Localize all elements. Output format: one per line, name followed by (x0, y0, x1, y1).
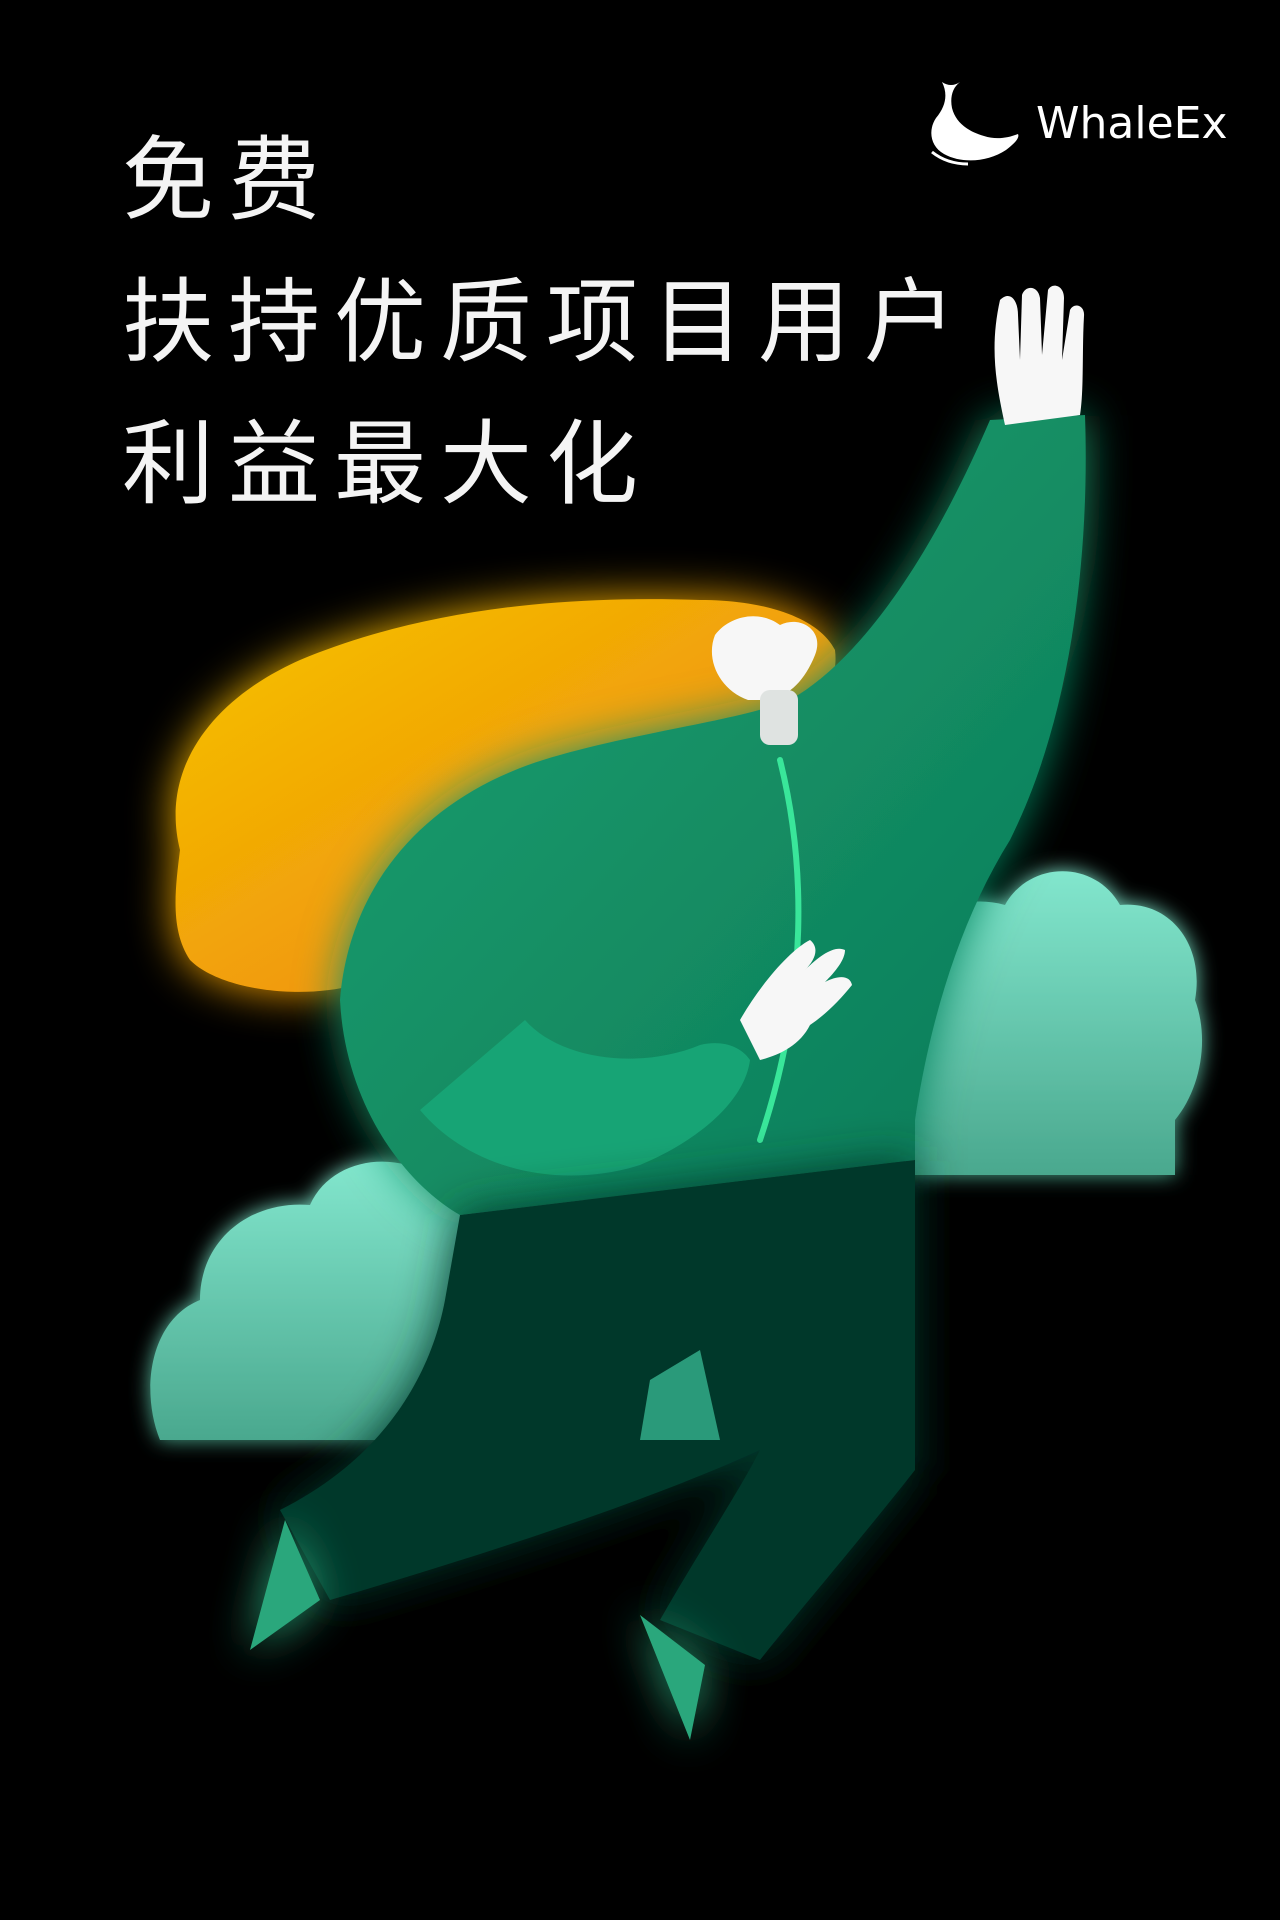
cloud-right (905, 871, 1203, 1175)
brand-logo: WhaleEx (922, 78, 1228, 168)
head (711, 616, 818, 745)
headline-line-2: 扶持优质项目用户 (122, 269, 971, 376)
raised-hand (994, 285, 1085, 425)
whale-icon (931, 82, 1019, 166)
sweater (340, 415, 1086, 1215)
folded-arm (420, 940, 852, 1176)
shoes (250, 1520, 705, 1740)
necklace (757, 757, 802, 1143)
headline: 免费 扶持优质项目用户 利益最大化 (122, 110, 970, 536)
headline-line-3: 利益最大化 (122, 411, 653, 518)
pants (280, 1160, 915, 1660)
brand-name: WhaleEx (1036, 97, 1228, 149)
headline-line-1: 免费 (122, 127, 335, 234)
